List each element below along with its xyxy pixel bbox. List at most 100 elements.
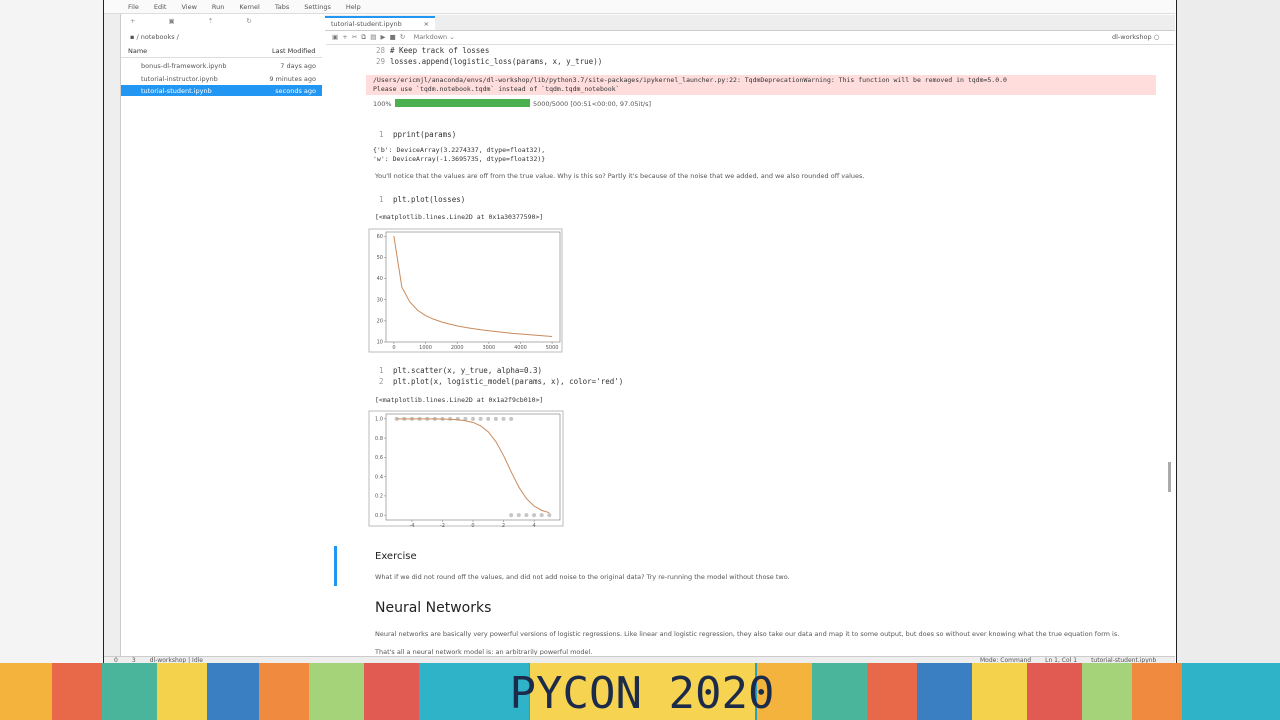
section-title: Neural Networks	[375, 600, 492, 616]
status-item: 0	[114, 657, 118, 664]
cell-type[interactable]: Markdown	[413, 33, 448, 41]
menu-item[interactable]: View	[181, 3, 197, 11]
scatter-point	[516, 513, 521, 518]
progress-bar	[395, 99, 530, 107]
output-repr: [<matplotlib.lines.Line2D at 0x1a3037759…	[375, 213, 544, 221]
stderr-bg	[366, 75, 1156, 95]
menu-item[interactable]: Tabs	[274, 3, 290, 11]
scatter-point	[486, 416, 491, 421]
path[interactable]: / notebooks /	[136, 33, 179, 41]
y-tick-label: 1.0	[375, 417, 383, 423]
y-tick-label: 40	[377, 276, 383, 282]
side-bar	[104, 14, 121, 662]
code-line: losses.append(logistic_loss(params, x, y…	[390, 57, 603, 66]
menu-item[interactable]: Run	[211, 3, 225, 11]
menu-item[interactable]: File	[128, 3, 139, 11]
status-right: Mode: Command Ln 1, Col 1 tutorial-student…	[980, 657, 1170, 664]
file-name[interactable]: tutorial-instructor.ipynb	[141, 74, 218, 83]
active-cell-bar	[334, 546, 337, 586]
x-tick-label: 4000	[514, 345, 527, 351]
menu-item[interactable]: Kernel	[239, 3, 260, 11]
scatter-point	[463, 416, 468, 421]
line-number: 28	[376, 46, 386, 55]
scatter-point	[532, 513, 537, 518]
column-modified[interactable]: Last Modified	[272, 47, 316, 55]
scatter-point	[524, 513, 529, 518]
file-name[interactable]: tutorial-student.ipynb	[141, 87, 212, 95]
x-tick-label: 2	[502, 523, 505, 529]
code-line: plt.scatter(x, y_true, alpha=0.3)	[393, 366, 543, 375]
file-modified[interactable]: seconds ago	[275, 87, 316, 95]
file-row[interactable]: tutorial-instructor.ipynb 9 minutes ago	[121, 73, 322, 84]
code-line: plt.plot(losses)	[393, 195, 466, 204]
code-line: plt.plot(x, logistic_model(params, x), c…	[393, 377, 624, 386]
column-name[interactable]: Name	[128, 47, 148, 55]
section-text-2: That's all a neural network model is: an…	[375, 648, 593, 655]
status-bar	[104, 656, 1175, 665]
y-tick-label: 60	[377, 234, 383, 240]
x-tick-label: 4	[532, 523, 535, 529]
y-tick-label: 0.2	[375, 494, 383, 500]
plot-output	[368, 228, 563, 353]
banner-title: PYCON 2020	[510, 668, 775, 719]
scrollbar-thumb[interactable]	[1168, 462, 1171, 492]
markdown-text: You'll notice that the values are off fr…	[375, 172, 865, 180]
x-tick-label: 0	[471, 523, 474, 529]
menu-bar	[104, 0, 1175, 14]
x-tick-label: -2	[440, 523, 445, 529]
x-tick-label: 1000	[419, 345, 432, 351]
y-tick-label: 0.4	[375, 474, 383, 480]
x-tick-label: 5000	[546, 345, 559, 351]
model-line	[396, 418, 550, 514]
scatter-point	[539, 513, 544, 518]
warning-line: /Users/ericmjl/anaconda/envs/dl-workshop…	[373, 76, 1007, 84]
jupyterlab-window	[103, 0, 1177, 663]
notebook-toolbar[interactable]: ▣ + ✂ ⧉ ▤ ▶ ■ ↻ Markdown ⌄	[332, 33, 455, 41]
y-tick-label: 30	[377, 297, 383, 303]
section-text: Neural networks are basically very power…	[375, 630, 1120, 638]
breadcrumb[interactable]: ▪ / notebooks /	[130, 33, 179, 41]
status-item: Mode: Command	[980, 657, 1032, 664]
file-modified[interactable]: 7 days ago	[280, 62, 316, 70]
exercise-title: Exercise	[375, 551, 417, 562]
file-modified[interactable]: 9 minutes ago	[269, 74, 316, 83]
x-tick-label: 3000	[482, 345, 495, 351]
status-item: dl-workshop | Idle	[149, 657, 203, 664]
status-item: 3	[131, 657, 136, 664]
kernel-name[interactable]: dl-workshop ○	[1112, 33, 1160, 41]
plot-output	[368, 410, 564, 527]
menu: File Edit View Run Kernel Tabs Settings Help	[128, 3, 376, 11]
file-row[interactable]: tutorial-student.ipynb seconds ago	[121, 85, 322, 96]
banner-title-box	[530, 663, 755, 720]
scatter-point	[547, 513, 552, 518]
y-tick-label: 0.8	[375, 436, 383, 442]
pycon-banner: PYCON 2020	[0, 663, 1280, 720]
tab-title[interactable]: tutorial-student.ipynb	[331, 20, 402, 28]
menu-item[interactable]: Settings	[304, 3, 331, 11]
file-row[interactable]: bonus-dl-framework.ipynb 7 days ago	[121, 60, 322, 71]
file-name[interactable]: bonus-dl-framework.ipynb	[141, 62, 227, 70]
menu-item[interactable]: Help	[345, 3, 361, 11]
progress-percent: 100%	[373, 100, 392, 108]
line-number: 1	[379, 195, 384, 204]
line-number: 1	[379, 130, 384, 139]
status-item: tutorial-student.ipynb	[1091, 657, 1157, 664]
x-tick-label: 2000	[451, 345, 464, 351]
banner-tiles	[0, 663, 1280, 720]
status-item: Ln 1, Col 1	[1045, 657, 1078, 664]
notebook-tab[interactable]: tutorial-student.ipynb ×	[325, 16, 435, 30]
output-repr: [<matplotlib.lines.Line2D at 0x1a2f9cb01…	[375, 396, 544, 404]
exercise-text: What if we did not round off the values,…	[375, 573, 790, 581]
line-number: 2	[379, 377, 384, 386]
y-tick-label: 0.0	[375, 513, 383, 519]
y-tick-label: 20	[377, 319, 383, 325]
scatter-point	[501, 416, 506, 421]
menu-item[interactable]: Edit	[153, 3, 167, 11]
y-tick-label: 10	[377, 340, 383, 346]
kernel[interactable]: dl-workshop	[1112, 33, 1152, 41]
warning-line: Please use `tqdm.notebook.tqdm` instead …	[373, 85, 620, 93]
x-tick-label: 0	[392, 345, 395, 351]
plots-layer: 0 1000 2000 3000 4000 5000 10 20 30 40 50 60 -4 -2 0 2 4…	[368, 228, 564, 529]
scatter-point	[509, 513, 514, 518]
